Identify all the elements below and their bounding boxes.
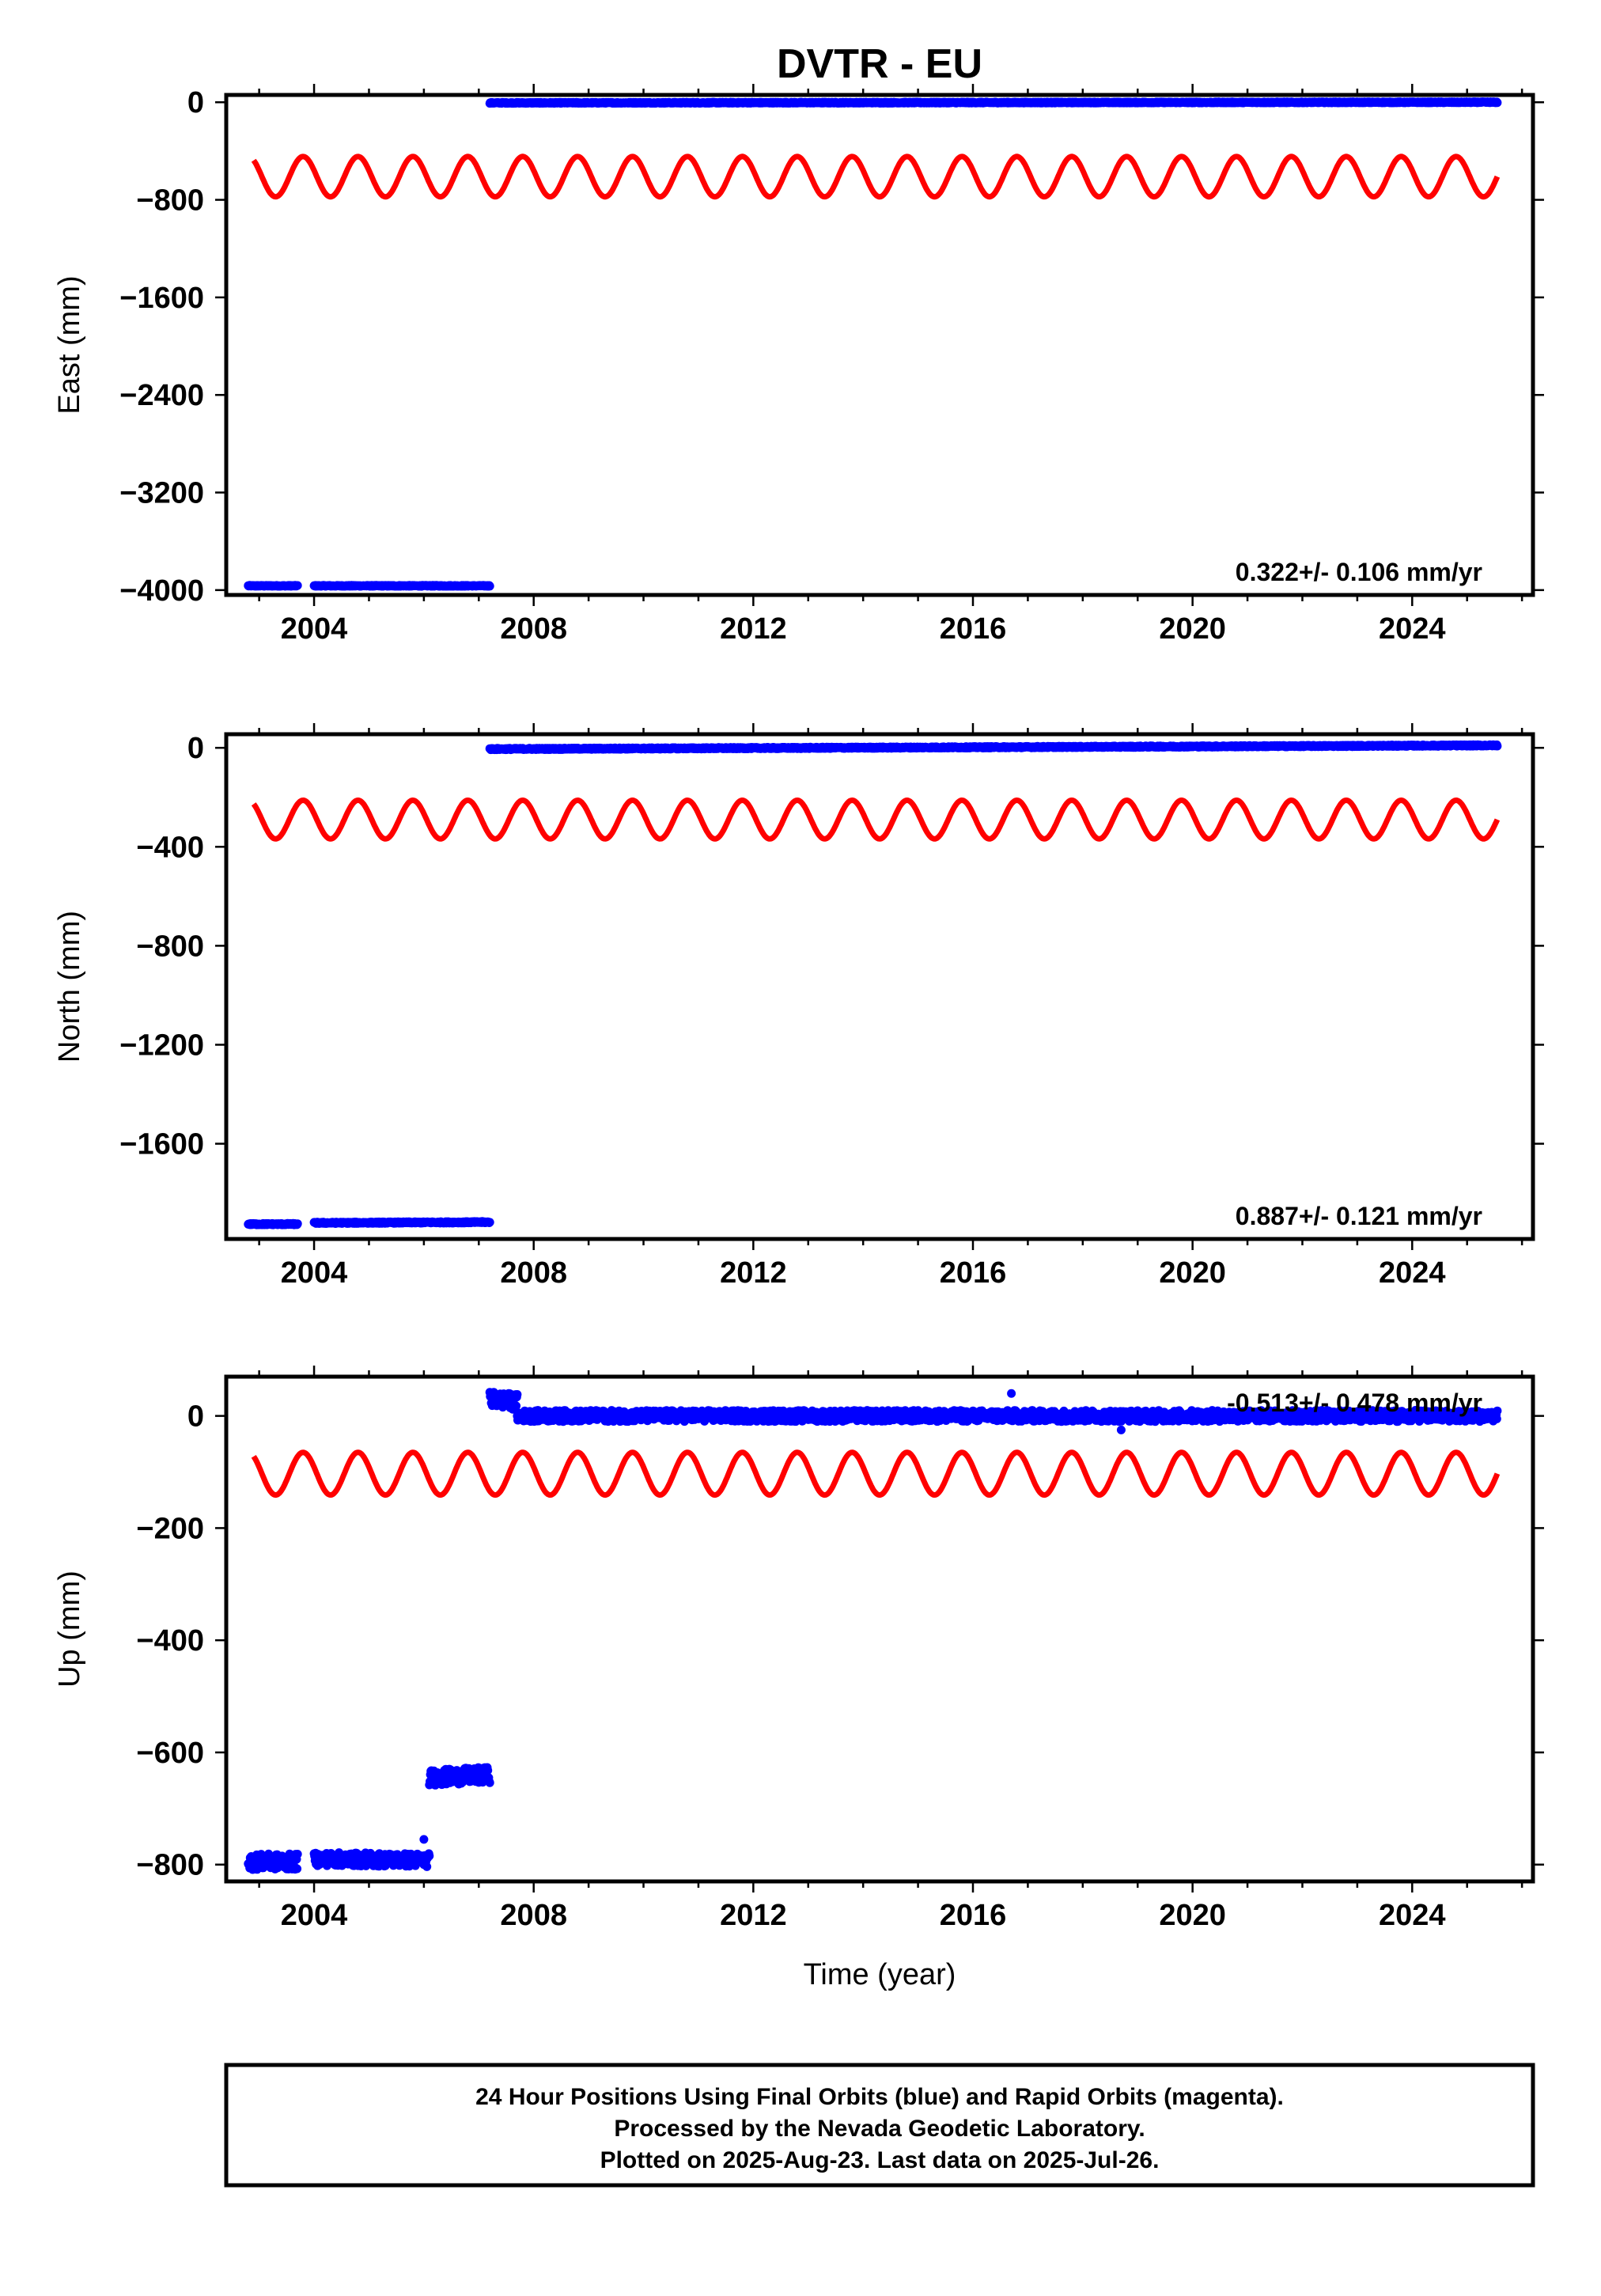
y-tick-label: 0 [187,86,204,119]
final-orbit-points-north [244,740,1502,1229]
data-point [485,1218,494,1227]
y-tick-label: −1600 [119,282,204,315]
plot-area-east [244,97,1502,591]
x-tick-label: 2012 [720,612,787,646]
data-point [293,581,302,590]
plot-area-north [244,740,1502,1229]
y-tick-label: −3200 [119,477,204,510]
y-tick-label: −2400 [119,379,204,412]
x-tick-label: 2016 [940,612,1007,646]
panel-north: 2004 2008 2012 2016 2020 20240−400−800−1200−1… [53,723,1544,1290]
chart-panels: 2004 2008 2012 2016 2020 2024 0 −800 −1600 −2400 −… [53,84,1544,1932]
seasonal-model-line-east [251,153,1501,200]
y-axis-title-east: East (mm) [53,275,86,414]
y-tick-label: −4000 [119,574,204,608]
data-point [293,1219,302,1229]
data-point [485,582,494,591]
panel-east: 2004 2008 2012 2016 2020 2024 0 −800 −1600 −2400 −… [53,84,1544,646]
x-tick-label: 2024 [1379,612,1446,646]
x-tick-label: 2008 [500,612,567,646]
final-orbit-points-east [244,97,1502,591]
axes-frame-east [224,93,1535,597]
data-point [1493,98,1502,108]
y-tick-label: −800 [136,184,204,218]
chart-title: DVTR - EU [777,41,982,87]
velocity-rate-east: 0.322+/- 0.106 mm/yr [1236,558,1482,586]
x-tick-label: 2020 [1159,612,1226,646]
x-tick-label: 2004 [281,612,348,646]
